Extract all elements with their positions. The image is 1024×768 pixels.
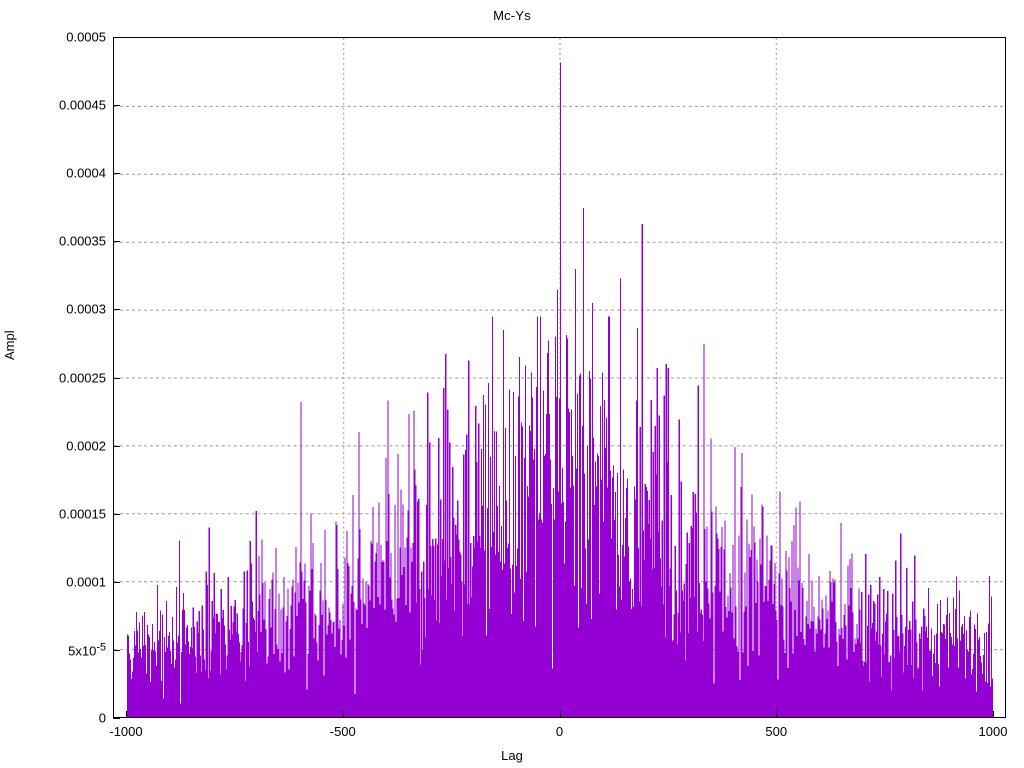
- y-tick-mark: [113, 649, 120, 651]
- y-tick-mark: [113, 513, 120, 515]
- y-tick-label: 5x10-5: [68, 641, 106, 659]
- y-axis-tick-labels: 0 5x10-5 0.0001 0.00015 0.0002 0.00025 0.0003 0…: [0, 0, 106, 768]
- x-tick-mark: [559, 711, 561, 718]
- y-tick-label: 0.00025: [59, 370, 106, 385]
- x-tick-mark: [126, 711, 127, 718]
- y-tick-mark: [113, 241, 120, 243]
- y-tick-label: 0.00045: [59, 97, 106, 113]
- y-tick-mark: [113, 445, 120, 447]
- y-tick-label: 0.00035: [59, 233, 106, 249]
- x-axis-label: Lag: [501, 748, 523, 763]
- y-tick-mark: [113, 37, 120, 38]
- y-tick-label: 0.00015: [59, 506, 106, 522]
- x-tick-mark: [992, 711, 994, 718]
- chart-title: Mc-Ys: [493, 8, 531, 23]
- y-tick-label: 0.0002: [66, 438, 106, 454]
- y-tick-label: 0.0004: [66, 165, 106, 181]
- y-tick-mark: [113, 718, 120, 719]
- impulse-series: [126, 62, 994, 717]
- y-tick-label: 0.0001: [66, 574, 106, 590]
- x-tick-label: -1000: [109, 724, 143, 739]
- x-tick-label: 500: [765, 724, 788, 739]
- x-tick-label: 0: [555, 724, 564, 739]
- y-tick-mark: [113, 173, 120, 175]
- y-tick-label: 0.0003: [66, 301, 106, 317]
- y-tick-mark: [113, 309, 120, 311]
- x-tick-mark: [776, 711, 778, 718]
- y-tick-mark: [113, 581, 120, 583]
- x-tick-label: 1000: [978, 724, 1008, 739]
- x-tick-mark: [342, 711, 344, 718]
- y-tick-mark: [113, 377, 120, 379]
- y-tick-label: 0: [98, 710, 106, 726]
- plot-area: [113, 37, 1006, 718]
- y-tick-label: 0.0005: [66, 29, 106, 45]
- y-tick-mark: [113, 105, 120, 107]
- x-tick-label: -500: [329, 724, 356, 739]
